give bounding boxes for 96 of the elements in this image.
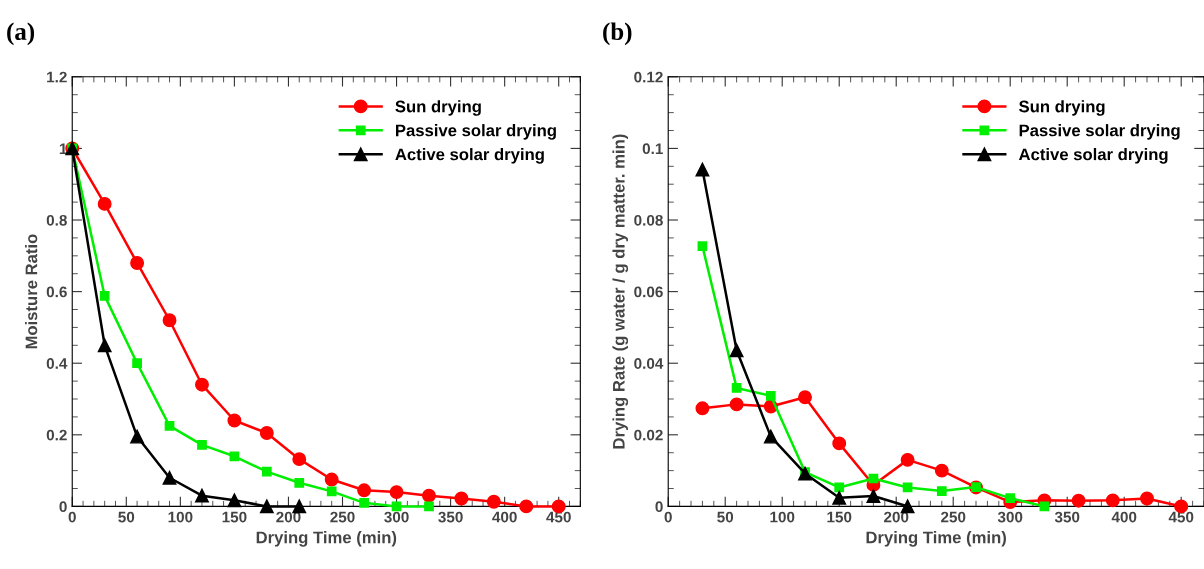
x-tick-label: 400 <box>492 511 517 523</box>
point <box>695 401 710 416</box>
x-tick-label: 300 <box>384 511 409 523</box>
point <box>357 483 372 498</box>
x-tick-label: 50 <box>118 511 135 523</box>
y-tick-label: 0.06 <box>634 286 663 298</box>
point <box>729 397 744 412</box>
point <box>519 499 534 514</box>
point <box>132 358 142 369</box>
x-tick-label: 0 <box>664 511 672 523</box>
legend-label: Passive solar drying <box>396 124 556 140</box>
y-tick-label: 0 <box>655 501 663 513</box>
legend-label: Sun drying <box>1019 100 1105 116</box>
point <box>422 488 436 503</box>
point <box>1071 493 1086 508</box>
y-tick-label: 0.6 <box>46 286 67 298</box>
x-tick-label: 200 <box>276 511 301 523</box>
point <box>326 486 337 497</box>
x-tick-label: 150 <box>827 511 852 523</box>
y-tick-label: 0.08 <box>634 214 663 226</box>
point <box>1005 493 1016 504</box>
point <box>486 494 501 509</box>
point <box>798 466 812 481</box>
point <box>227 493 242 508</box>
point <box>1105 493 1120 508</box>
point <box>695 162 710 177</box>
y-tick-label: 0.12 <box>634 71 663 83</box>
x-tick-label: 400 <box>1111 511 1137 523</box>
point <box>763 429 778 444</box>
point <box>697 241 708 252</box>
x-tick-label: 250 <box>330 511 355 523</box>
point <box>195 377 209 392</box>
point <box>197 439 207 450</box>
y-axis-title: Drying Rate (g water / g dry matter. min) <box>612 134 629 449</box>
point <box>424 501 434 512</box>
y-tick-label: 1.2 <box>47 71 67 83</box>
x-tick-label: 200 <box>884 511 909 523</box>
x-tick-label: 350 <box>1054 511 1080 523</box>
point <box>259 499 274 514</box>
legend-label: Passive solar drying <box>1019 124 1180 140</box>
point <box>227 413 242 428</box>
legend-label: Active solar drying <box>1018 148 1168 164</box>
x-tick-label: 450 <box>546 511 571 523</box>
x-tick-label: 450 <box>1168 511 1194 523</box>
point <box>765 390 776 401</box>
y-tick-label: 0 <box>59 501 67 513</box>
point <box>389 485 404 500</box>
point <box>1140 491 1154 506</box>
y-axis-title: Moisture Ratio <box>25 234 38 349</box>
point <box>294 477 305 488</box>
point <box>798 390 812 405</box>
point <box>900 452 915 467</box>
point <box>97 196 112 211</box>
point <box>292 452 307 467</box>
point <box>324 472 339 487</box>
x-axis-title: Drying Time (min) <box>866 531 1006 547</box>
x-tick-label: 350 <box>438 511 463 523</box>
point <box>866 489 881 503</box>
chart-title: (a) <box>7 22 35 46</box>
point <box>130 429 145 444</box>
y-tick-label: 0.1 <box>642 143 663 155</box>
point <box>195 488 209 503</box>
point <box>832 490 847 505</box>
y-tick-label: 0.8 <box>46 214 67 226</box>
point <box>259 426 274 440</box>
point <box>99 291 110 301</box>
x-tick-label: 150 <box>222 511 247 523</box>
point <box>162 313 177 328</box>
point <box>130 256 145 270</box>
y-tick-label: 0.02 <box>634 429 663 441</box>
point <box>934 463 949 478</box>
point <box>162 470 177 485</box>
y-tick-label: 0.2 <box>46 429 67 441</box>
y-tick-label: 0.4 <box>46 358 68 369</box>
point <box>229 451 240 462</box>
chart-title: (b) <box>603 22 632 46</box>
point <box>834 482 845 493</box>
legend-label: Active solar drying <box>395 148 544 164</box>
x-tick-label: 0 <box>68 511 76 523</box>
point <box>454 491 469 506</box>
point <box>164 420 175 431</box>
point <box>936 486 947 496</box>
point <box>731 383 742 393</box>
x-tick-label: 100 <box>168 511 193 523</box>
point <box>832 436 847 451</box>
point <box>261 466 272 477</box>
x-tick-label: 300 <box>997 511 1023 523</box>
point <box>729 343 744 358</box>
x-tick-label: 50 <box>717 511 734 523</box>
x-tick-label: 100 <box>770 511 795 523</box>
x-tick-label: 250 <box>941 511 966 523</box>
legend-label: Sun drying <box>395 100 481 116</box>
x-axis-title: Drying Time (min) <box>256 531 397 547</box>
point <box>359 497 369 508</box>
y-tick-label: 0.04 <box>634 358 664 369</box>
point <box>97 338 112 353</box>
